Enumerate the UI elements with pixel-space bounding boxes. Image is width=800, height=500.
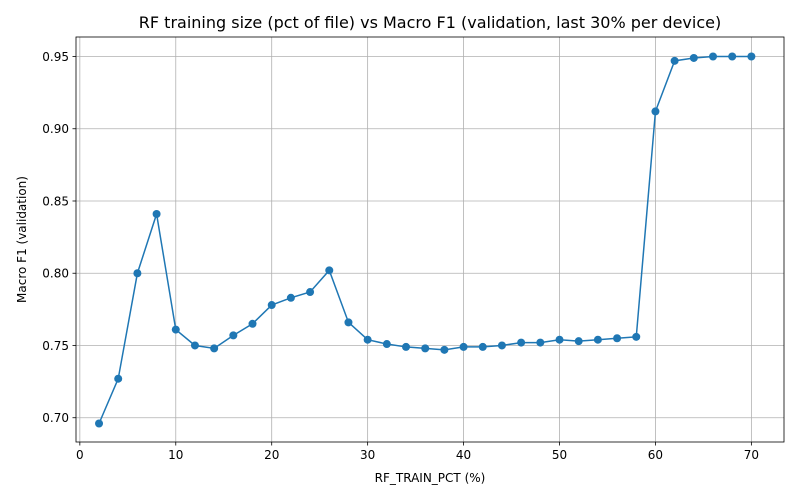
data-point	[286, 293, 295, 302]
data-point	[593, 335, 602, 344]
data-point	[152, 209, 161, 218]
x-tick-label: 50	[552, 448, 567, 462]
data-point	[402, 342, 411, 351]
x-tick-label: 40	[456, 448, 471, 462]
data-point	[747, 52, 756, 61]
y-tick-label: 0.70	[42, 411, 69, 425]
data-point	[190, 341, 199, 350]
series-layer	[95, 52, 756, 428]
data-point	[574, 337, 583, 346]
x-tick-label: 70	[744, 448, 759, 462]
x-tick-label: 10	[168, 448, 183, 462]
data-point	[171, 325, 180, 334]
y-tick-label: 0.75	[42, 339, 69, 353]
y-tick-label: 0.90	[42, 122, 69, 136]
data-point	[421, 344, 430, 353]
data-point	[133, 269, 142, 278]
data-point	[517, 338, 526, 347]
x-tick-label: 0	[76, 448, 84, 462]
y-tick-label: 0.85	[42, 194, 69, 208]
data-point	[536, 338, 545, 347]
data-point	[267, 301, 276, 310]
data-point	[670, 56, 679, 65]
data-point	[459, 342, 468, 351]
data-point	[689, 53, 698, 62]
data-point	[382, 340, 391, 349]
data-point	[651, 107, 660, 116]
ticks: 0 10 20 30 40 50 60 70 0.70 0.75 0.80 0.85 0.90 0.95	[42, 50, 759, 462]
x-axis-label: RF_TRAIN_PCT (%)	[375, 471, 486, 485]
data-point	[229, 331, 238, 340]
data-point	[709, 52, 718, 61]
data-point	[555, 335, 564, 344]
y-tick-label: 0.80	[42, 267, 69, 281]
data-point	[210, 344, 219, 353]
grid	[76, 37, 784, 442]
x-tick-label: 30	[360, 448, 375, 462]
plot-frame	[75, 36, 785, 443]
data-point	[95, 419, 104, 428]
data-point	[632, 332, 641, 341]
data-point	[613, 334, 622, 343]
data-point	[728, 52, 737, 61]
data-point	[363, 335, 372, 344]
data-point	[344, 318, 353, 327]
x-tick-label: 60	[648, 448, 663, 462]
data-point	[306, 288, 315, 297]
data-point	[497, 341, 506, 350]
data-point	[325, 266, 334, 275]
data-point	[440, 345, 449, 354]
data-point	[478, 342, 487, 351]
chart-title: RF training size (pct of file) vs Macro …	[139, 13, 721, 32]
y-tick-label: 0.95	[42, 50, 69, 64]
data-point	[248, 319, 257, 328]
y-axis-label: Macro F1 (validation)	[15, 176, 29, 303]
x-tick-label: 20	[264, 448, 279, 462]
data-point	[114, 374, 123, 383]
